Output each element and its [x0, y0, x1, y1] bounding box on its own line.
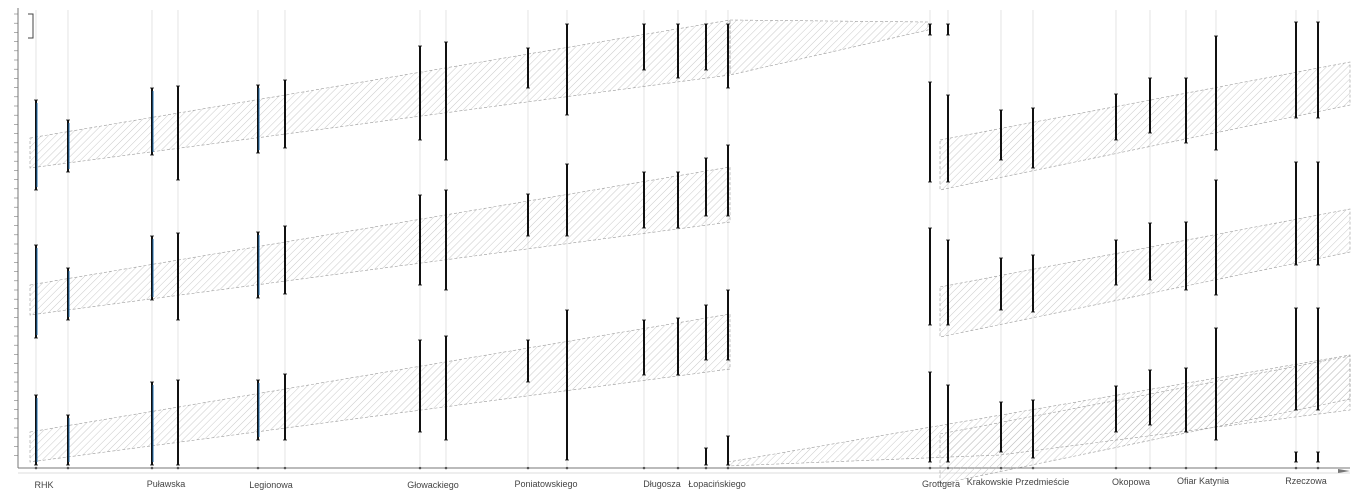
axis-marker: [444, 466, 448, 470]
axis-marker: [1316, 466, 1320, 470]
green-band: [29, 313, 731, 463]
green-band: [939, 208, 1351, 338]
street-label-grottgera: Grottgera: [922, 479, 960, 489]
axis-marker: [150, 466, 154, 470]
axis-marker: [1114, 466, 1118, 470]
axis-marker: [726, 466, 730, 470]
axis-marker: [176, 466, 180, 470]
axis-marker: [34, 466, 38, 470]
bracket-mark: [28, 13, 34, 39]
green-band: [939, 61, 1351, 191]
street-label-okopowa: Okopowa: [1112, 477, 1150, 487]
axis-marker: [1294, 466, 1298, 470]
axis-marker: [676, 466, 680, 470]
street-label-pulawska: Puławska: [147, 479, 186, 489]
green-band: [727, 354, 1351, 467]
green-band: [729, 19, 929, 76]
axis-marker: [526, 466, 530, 470]
axis-marker: [928, 466, 932, 470]
street-label-poniatowskiego: Poniatowskiego: [514, 479, 577, 489]
axis-marker: [999, 466, 1003, 470]
axis-marker: [283, 466, 287, 470]
axis-marker: [704, 466, 708, 470]
distance-axis: [18, 467, 1350, 474]
green-band: [29, 19, 731, 169]
axis-marker: [946, 466, 950, 470]
axis-marker: [1031, 466, 1035, 470]
axis-marker: [256, 466, 260, 470]
street-label-ofiar-katynia: Ofiar Katynia: [1177, 476, 1229, 486]
axis-marker: [66, 466, 70, 470]
street-labels: RHK Puławska Legionowa Głowackiego Ponia…: [34, 476, 1326, 490]
green-band: [29, 166, 731, 316]
axis-marker: [1148, 466, 1152, 470]
time-axis: [14, 8, 19, 468]
street-label-lopacinskiego: Łopacińskiego: [688, 479, 746, 489]
axis-marker: [642, 466, 646, 470]
street-label-glowackiego: Głowackiego: [407, 480, 459, 490]
axis-marker: [565, 466, 569, 470]
axis-marker: [418, 466, 422, 470]
green-wave-bands: [29, 19, 1351, 485]
street-label-dlugosza: Długosza: [643, 479, 681, 489]
axis-marker: [1184, 466, 1188, 470]
street-label-rhk: RHK: [34, 480, 53, 490]
street-label-rzeczowa: Rzeczowa: [1285, 476, 1327, 486]
street-label-krakowskie-przedmiescie: Krakowskie Przedmieście: [967, 477, 1070, 487]
street-label-legionowa: Legionowa: [249, 480, 293, 490]
signal-phase-bars: [28, 13, 1320, 470]
axis-marker: [1214, 466, 1218, 470]
